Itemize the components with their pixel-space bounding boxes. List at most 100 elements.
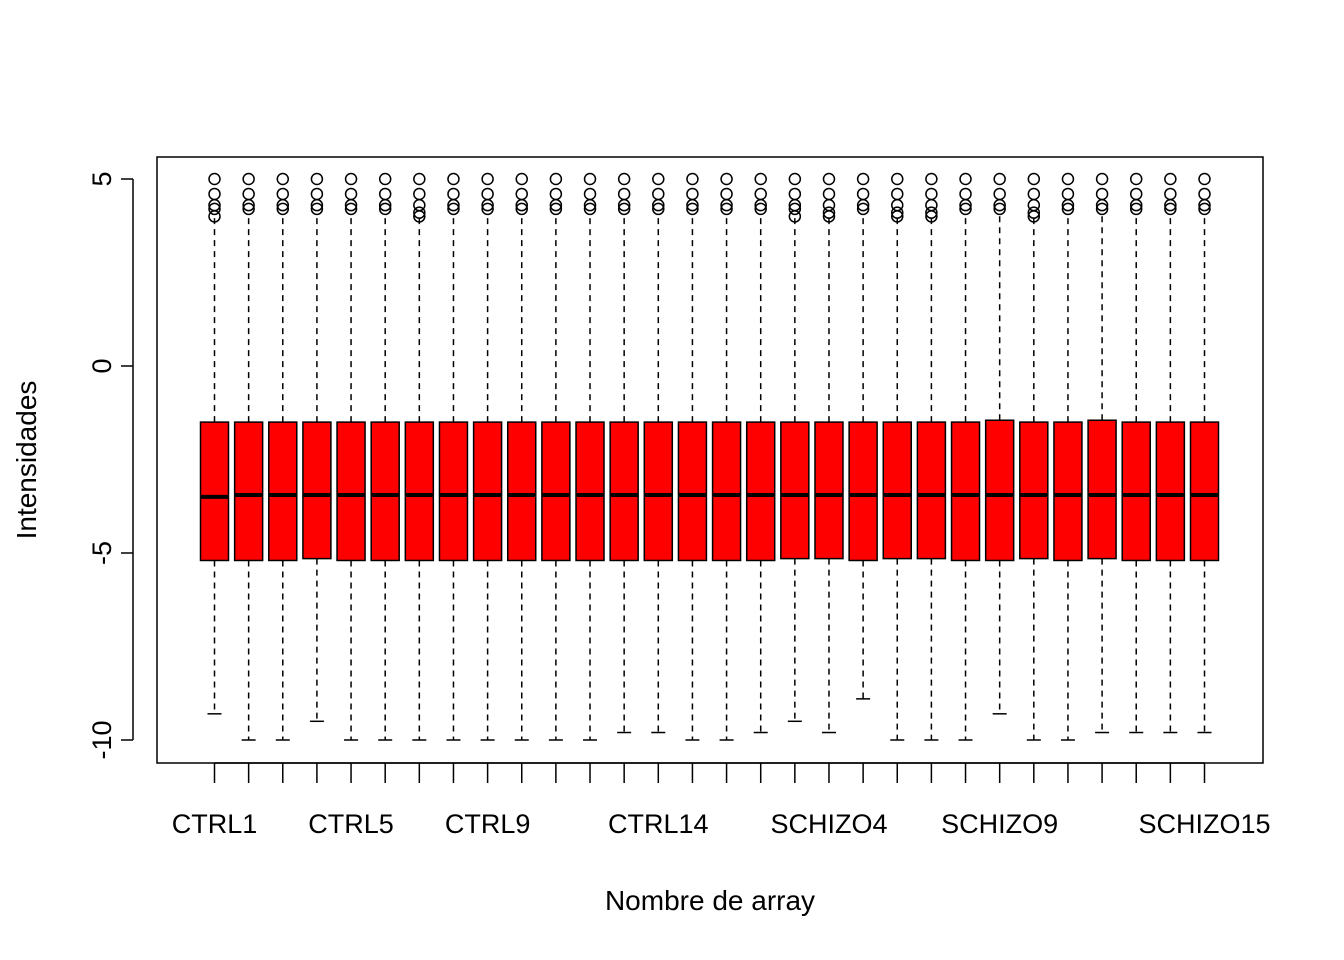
box-17 [745,172,776,734]
outlier-point [993,202,1006,216]
outlier-point [1061,202,1075,216]
x-tick-label: CTRL5 [308,809,394,839]
outlier-point [413,187,426,201]
y-axis-title: Intensidades [11,381,42,540]
outlier-point [515,187,528,201]
outlier-point [344,202,358,216]
outlier-point [925,187,938,201]
x-tick-label: CTRL1 [172,809,258,839]
outlier-point [413,198,426,212]
x-tick-label: SCHIZO9 [941,809,1058,839]
outlier-point [959,172,972,186]
outlier-point [1027,198,1041,212]
outlier-point [754,202,767,216]
box-2 [233,172,264,741]
box-29 [1155,172,1186,734]
outlier-point [1129,202,1143,216]
box-11 [541,172,571,741]
outlier-point [549,172,563,186]
outlier-point [549,187,563,201]
box-rect [950,421,981,562]
box-rect [745,421,776,562]
x-tick-label: CTRL14 [608,809,709,839]
box-28 [1121,172,1151,734]
outlier-point [1027,187,1041,201]
x-tick-label: CTRL9 [445,809,531,839]
box-rect [575,421,605,562]
boxes-group [199,172,1220,741]
outlier-point [1198,187,1211,201]
box-18 [780,172,810,723]
box-26 [1053,172,1083,741]
outlier-point [686,202,699,216]
outlier-point [652,187,665,201]
outlier-point [822,206,836,219]
box-rect [677,421,708,562]
x-axis-title: Nombre de array [605,885,815,916]
box-1 [199,172,230,715]
outlier-point [242,172,255,186]
box-12 [575,172,605,741]
outlier-point [652,202,665,216]
outlier-point [1027,172,1041,186]
outlier-point [1198,172,1211,186]
outlier-point [686,172,699,186]
box-rect [1019,421,1049,560]
box-rect [233,421,264,562]
box-rect [370,421,400,562]
outlier-point [1027,206,1041,219]
y-axis: 5 0 -5 -10 [87,171,134,760]
box-rect [472,421,503,562]
outlier-point [1095,172,1109,186]
box-22 [916,172,947,741]
outlier-point [925,198,938,212]
outlier-point [1061,187,1075,201]
box-rect [984,419,1015,562]
box-30 [1189,172,1220,734]
box-20 [848,172,878,700]
outlier-point [822,198,836,212]
outlier-point [378,202,392,216]
box-25 [1019,172,1049,741]
box-8 [438,172,469,741]
outlier-point [208,172,221,186]
box-21 [882,172,913,741]
outlier-point [242,202,255,216]
box-rect [814,421,844,560]
outlier-point [1129,172,1143,186]
box-rect [199,421,230,562]
outlier-point [447,202,460,216]
outlier-point [925,172,938,186]
box-rect [336,421,366,562]
outlier-point [788,187,802,201]
outlier-point [1095,202,1109,216]
outlier-point [1164,187,1177,201]
outlier-point [583,187,597,201]
outlier-point [344,187,358,201]
box-rect [268,421,298,562]
box-rect [643,421,674,562]
box-rect [1189,421,1220,562]
outlier-point [1129,187,1143,201]
outlier-point [310,187,324,201]
y-tick-label: 0 [87,358,117,373]
outlier-point [549,202,563,216]
outlier-point [959,187,972,201]
outlier-point [720,187,733,201]
outlier-point [378,172,392,186]
outlier-point [856,187,870,201]
outlier-point [788,202,802,216]
box-rect [438,421,469,562]
outlier-point [583,202,597,216]
box-rect [848,421,878,562]
box-13 [609,172,639,734]
outlier-point [617,172,631,186]
box-rect [882,421,913,560]
outlier-point [276,202,290,216]
outlier-point [310,202,324,216]
x-axis: CTRL1 CTRL5 CTRL9 CTRL14 SCHIZO4 SCHIZO9 SCHIZ… [172,762,1271,839]
outlier-point [891,172,904,186]
box-7 [404,172,435,741]
box-rect [916,421,947,560]
